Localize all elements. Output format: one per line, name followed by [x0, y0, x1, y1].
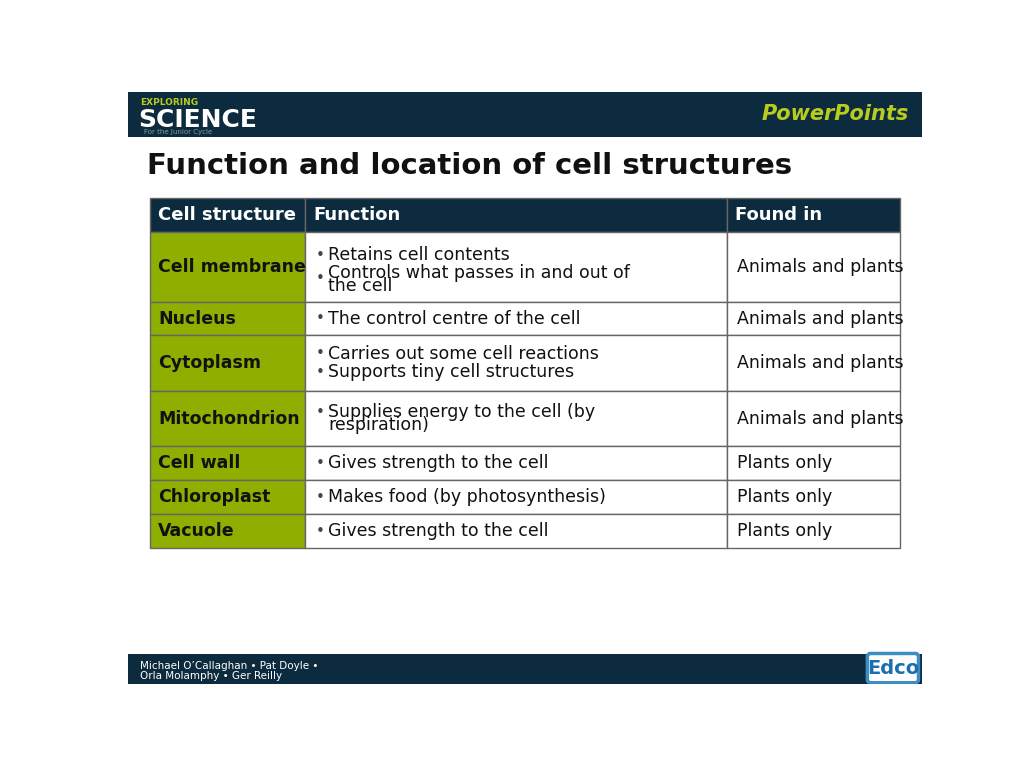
Text: Chloroplast: Chloroplast: [159, 488, 270, 506]
Text: SCIENCE: SCIENCE: [138, 108, 257, 131]
Text: Animals and plants: Animals and plants: [737, 354, 904, 372]
Bar: [305, 514, 727, 548]
Text: the cell: the cell: [329, 277, 392, 295]
Text: The control centre of the cell: The control centre of the cell: [329, 310, 581, 327]
Text: Plants only: Plants only: [737, 488, 833, 506]
Bar: [727, 391, 900, 446]
Text: Nucleus: Nucleus: [159, 310, 237, 327]
Bar: [128, 654, 922, 684]
Bar: [150, 198, 305, 232]
Bar: [727, 232, 900, 302]
Text: •: •: [315, 346, 325, 362]
Text: Plants only: Plants only: [737, 455, 833, 472]
Bar: [150, 232, 305, 302]
Text: Supports tiny cell structures: Supports tiny cell structures: [329, 363, 574, 382]
Bar: [727, 302, 900, 336]
Bar: [150, 446, 305, 480]
Text: Animals and plants: Animals and plants: [737, 409, 904, 428]
Text: Function: Function: [313, 207, 400, 224]
Text: •: •: [315, 455, 325, 471]
Text: respiration): respiration): [329, 416, 429, 434]
Text: •: •: [315, 405, 325, 419]
Bar: [727, 336, 900, 391]
Text: •: •: [315, 365, 325, 380]
Bar: [727, 514, 900, 548]
Bar: [150, 391, 305, 446]
Bar: [128, 92, 922, 137]
Text: Mitochondrion: Mitochondrion: [159, 409, 300, 428]
Bar: [150, 514, 305, 548]
Bar: [305, 198, 727, 232]
Text: Cytoplasm: Cytoplasm: [159, 354, 261, 372]
Text: Plants only: Plants only: [737, 522, 833, 540]
Bar: [150, 302, 305, 336]
Text: Carries out some cell reactions: Carries out some cell reactions: [329, 345, 599, 363]
Bar: [305, 336, 727, 391]
Bar: [305, 302, 727, 336]
Bar: [727, 446, 900, 480]
Text: Gives strength to the cell: Gives strength to the cell: [329, 455, 549, 472]
Text: Cell membrane: Cell membrane: [159, 258, 306, 276]
Text: •: •: [315, 524, 325, 538]
Bar: [305, 391, 727, 446]
Bar: [150, 480, 305, 514]
Text: Controls what passes in and out of: Controls what passes in and out of: [329, 264, 630, 282]
Text: •: •: [315, 248, 325, 263]
Text: Found in: Found in: [735, 207, 822, 224]
Text: •: •: [315, 271, 325, 286]
Bar: [150, 336, 305, 391]
Text: Retains cell contents: Retains cell contents: [329, 247, 510, 264]
Text: Michael O’Callaghan • Pat Doyle •: Michael O’Callaghan • Pat Doyle •: [140, 661, 318, 671]
Text: Cell structure: Cell structure: [159, 207, 296, 224]
Text: PowerPoints: PowerPoints: [762, 104, 909, 124]
Text: •: •: [315, 490, 325, 505]
Text: Animals and plants: Animals and plants: [737, 310, 904, 327]
Text: Makes food (by photosynthesis): Makes food (by photosynthesis): [329, 488, 606, 506]
Bar: [305, 232, 727, 302]
Bar: [727, 198, 900, 232]
Text: Gives strength to the cell: Gives strength to the cell: [329, 522, 549, 540]
Text: Vacuole: Vacuole: [159, 522, 234, 540]
Bar: [305, 446, 727, 480]
Text: •: •: [315, 311, 325, 326]
Text: EXPLORING: EXPLORING: [140, 98, 199, 108]
Text: Orla Molamphy • Ger Reilly: Orla Molamphy • Ger Reilly: [140, 671, 283, 681]
Text: Edco: Edco: [866, 659, 920, 677]
Bar: [305, 480, 727, 514]
Text: Animals and plants: Animals and plants: [737, 258, 904, 276]
Text: Cell wall: Cell wall: [159, 455, 241, 472]
Text: Function and location of cell structures: Function and location of cell structures: [147, 152, 793, 180]
Bar: [727, 480, 900, 514]
FancyBboxPatch shape: [867, 654, 919, 683]
Text: Supplies energy to the cell (by: Supplies energy to the cell (by: [329, 403, 595, 421]
Text: For the Junior Cycle: For the Junior Cycle: [143, 129, 212, 135]
